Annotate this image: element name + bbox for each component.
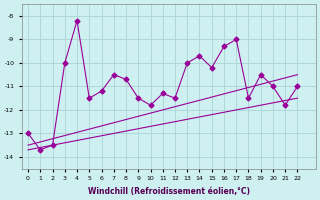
- X-axis label: Windchill (Refroidissement éolien,°C): Windchill (Refroidissement éolien,°C): [88, 187, 250, 196]
